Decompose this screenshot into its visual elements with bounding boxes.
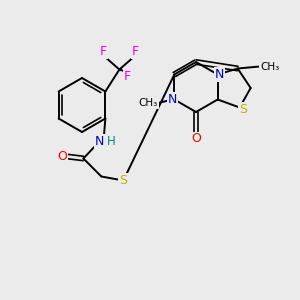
Text: H: H [107, 135, 116, 148]
Text: N: N [215, 68, 224, 81]
Text: O: O [57, 150, 67, 163]
Text: S: S [119, 174, 128, 187]
Text: CH₃: CH₃ [260, 61, 279, 71]
Text: CH₃: CH₃ [139, 98, 158, 109]
Text: F: F [100, 45, 107, 58]
Text: F: F [124, 70, 131, 83]
Text: N: N [168, 93, 177, 106]
Text: F: F [132, 45, 139, 58]
Text: O: O [191, 133, 201, 146]
Text: S: S [239, 103, 247, 116]
Text: N: N [95, 135, 104, 148]
